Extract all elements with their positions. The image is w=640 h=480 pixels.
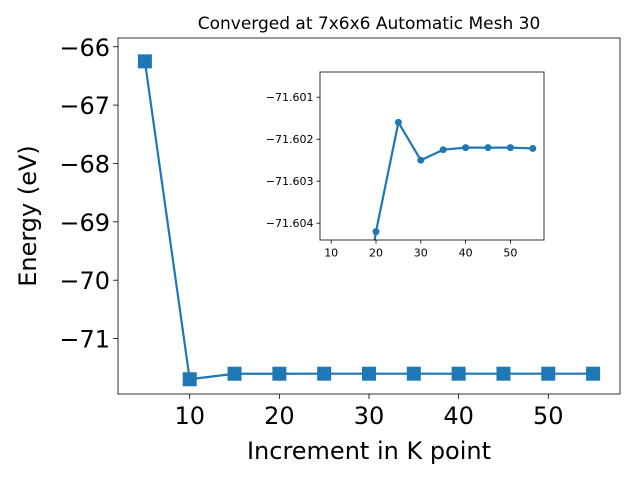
main-data-point [227, 366, 242, 381]
inset-data-point [372, 228, 380, 236]
inset-x-tick-label: 20 [369, 247, 383, 260]
inset-x-tick-label: 10 [324, 247, 338, 260]
inset-x-tick-label: 50 [503, 247, 517, 260]
main-data-point [406, 366, 421, 381]
main-data-point [272, 366, 287, 381]
main-x-tick-label: 40 [443, 402, 474, 430]
inset-data-point [394, 118, 402, 126]
main-x-tick-label: 50 [533, 402, 564, 430]
inset-y-tick-label: −71.603 [266, 175, 314, 188]
main-data-point [137, 54, 152, 69]
main-data-point [586, 366, 601, 381]
main-x-tick-label: 20 [264, 402, 295, 430]
y-axis-label: Energy (eV) [14, 145, 42, 287]
main-y-tick-label: −68 [59, 150, 110, 178]
main-y-tick-label: −67 [59, 92, 110, 120]
inset-data-point [417, 156, 425, 164]
main-data-point [541, 366, 556, 381]
inset-data-point [506, 144, 514, 152]
inset-data-point [462, 144, 470, 152]
main-y-tick-label: −69 [59, 209, 110, 237]
main-x-tick-label: 30 [354, 402, 385, 430]
inset-x-tick-label: 40 [459, 247, 473, 260]
inset-data-point [439, 146, 447, 154]
inset-x-tick-label: 30 [414, 247, 428, 260]
inset-plot-frame [319, 71, 545, 241]
inset-plot: 10 20 30 40 50 −71.604 −71.603 −71.602 −71.601 [266, 71, 545, 260]
x-axis-label: Increment in K point [247, 437, 491, 465]
main-data-point [182, 372, 197, 387]
main-data-point [496, 366, 511, 381]
main-plot-frame [117, 37, 621, 395]
chart-title: Converged at 7x6x6 Automatic Mesh 30 [198, 14, 541, 34]
main-y-tick-label: −66 [59, 34, 110, 62]
main-data-point [451, 366, 466, 381]
main-x-tick-label: 10 [174, 402, 205, 430]
inset-y-tick-label: −71.604 [266, 217, 314, 230]
main-data-point [317, 366, 332, 381]
inset-y-tick-label: −71.601 [266, 91, 314, 104]
main-y-tick-label: −71 [59, 326, 110, 354]
inset-data-point [529, 144, 537, 152]
main-y-tick-label: −70 [59, 267, 110, 295]
inset-data-point [484, 144, 492, 152]
main-data-point [362, 366, 376, 381]
inset-y-tick-label: −71.602 [266, 133, 314, 146]
